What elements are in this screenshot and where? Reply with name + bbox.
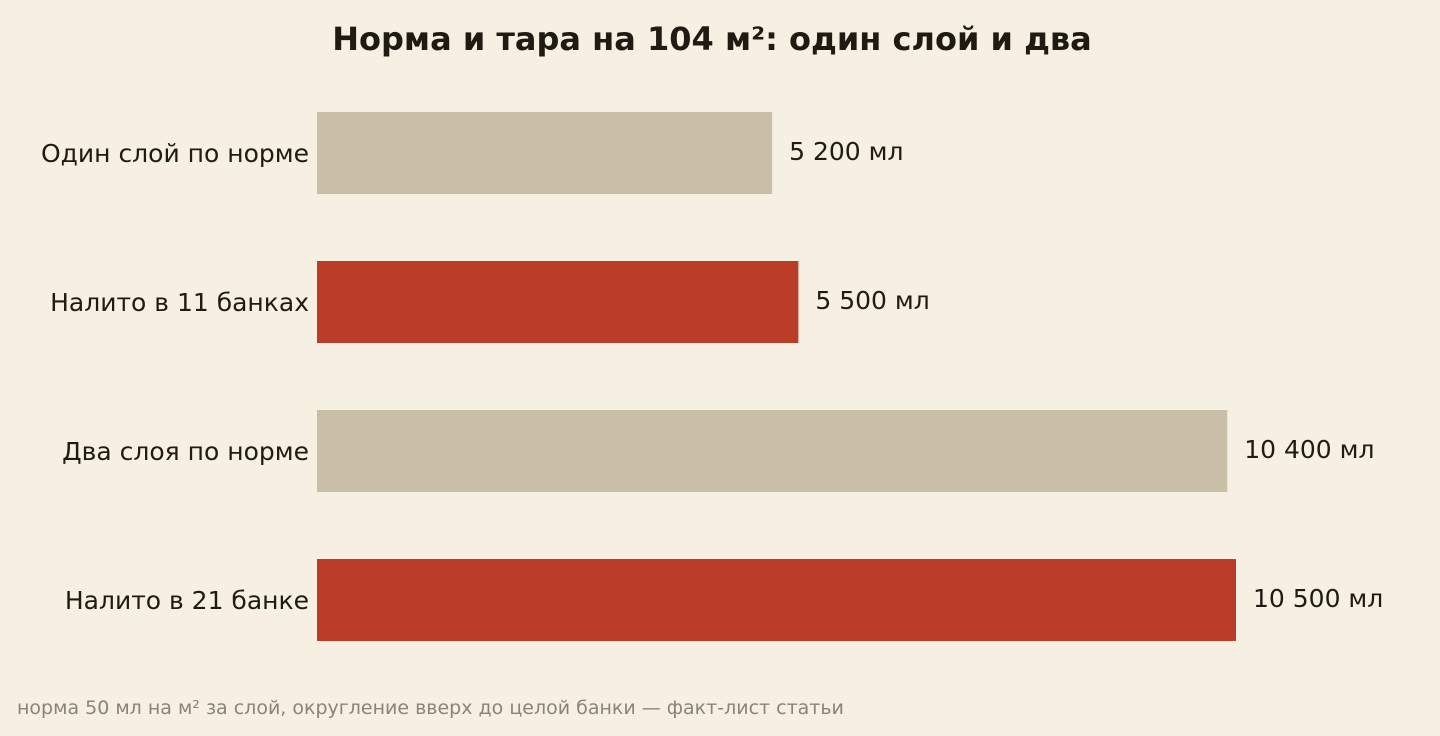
- value-label-3: 10 400 мл: [1244, 435, 1374, 464]
- chart-title: Норма и тара на 104 м²: один слой и два: [332, 20, 1092, 58]
- category-label-1: Один слой по норме: [41, 139, 309, 168]
- bar-2: [317, 261, 799, 343]
- value-label-1: 5 200 мл: [789, 137, 903, 166]
- category-label-3: Два слоя по норме: [62, 437, 309, 466]
- bar-1: [317, 112, 773, 194]
- value-label-4: 10 500 мл: [1253, 584, 1383, 613]
- category-label-2: Налито в 11 банках: [50, 288, 309, 317]
- value-label-2: 5 500 мл: [815, 286, 929, 315]
- chart-footnote: норма 50 мл на м² за слой, округление вв…: [17, 697, 844, 719]
- bar-4: [317, 559, 1236, 641]
- category-label-4: Налито в 21 банке: [65, 586, 309, 615]
- bars-group: Один слой по норме 5 200 мл Налито в 11 ба…: [41, 112, 1383, 641]
- bar-3: [317, 410, 1228, 492]
